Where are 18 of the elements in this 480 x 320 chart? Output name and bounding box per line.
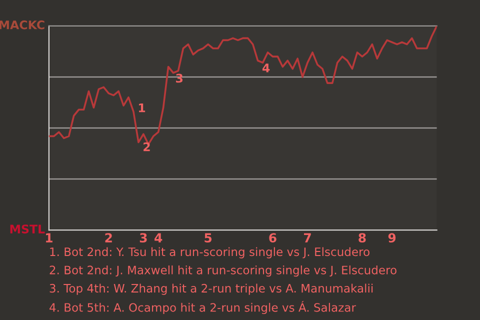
x-tick-label: 9	[388, 233, 396, 243]
x-tick-label: 3	[140, 233, 147, 243]
annotation: 4	[262, 64, 270, 72]
x-tick-label: 1	[46, 233, 52, 242]
x-tick-label: 4	[154, 233, 162, 242]
annotation: 1	[138, 104, 146, 112]
text: 1. Bot 2nd: Y. Tsu hit a run-scoring single vs J. Elscudero	[50, 247, 370, 258]
x-tick-label: 2	[105, 233, 112, 242]
text: MSTL	[10, 224, 45, 234]
text: 2. Bot 2nd: J. Maxwell hit a run-scoring single vs J. Elscudero	[50, 265, 396, 277]
x-tick-label: 8	[358, 233, 366, 243]
annotation: 3	[176, 74, 183, 83]
x-tick-label: 6	[269, 233, 276, 243]
annotation: 2	[144, 142, 150, 152]
x-tick-label: 7	[304, 233, 311, 242]
text: 3. Top 4th: W. Zhang hit a 2-run triple vs A. Manumakalii	[50, 284, 373, 295]
x-tick-label: 5	[204, 233, 212, 243]
text: 4. Bot 5th: A. Ocampo hit a 2-run single vs Á. Salazar	[50, 300, 356, 314]
